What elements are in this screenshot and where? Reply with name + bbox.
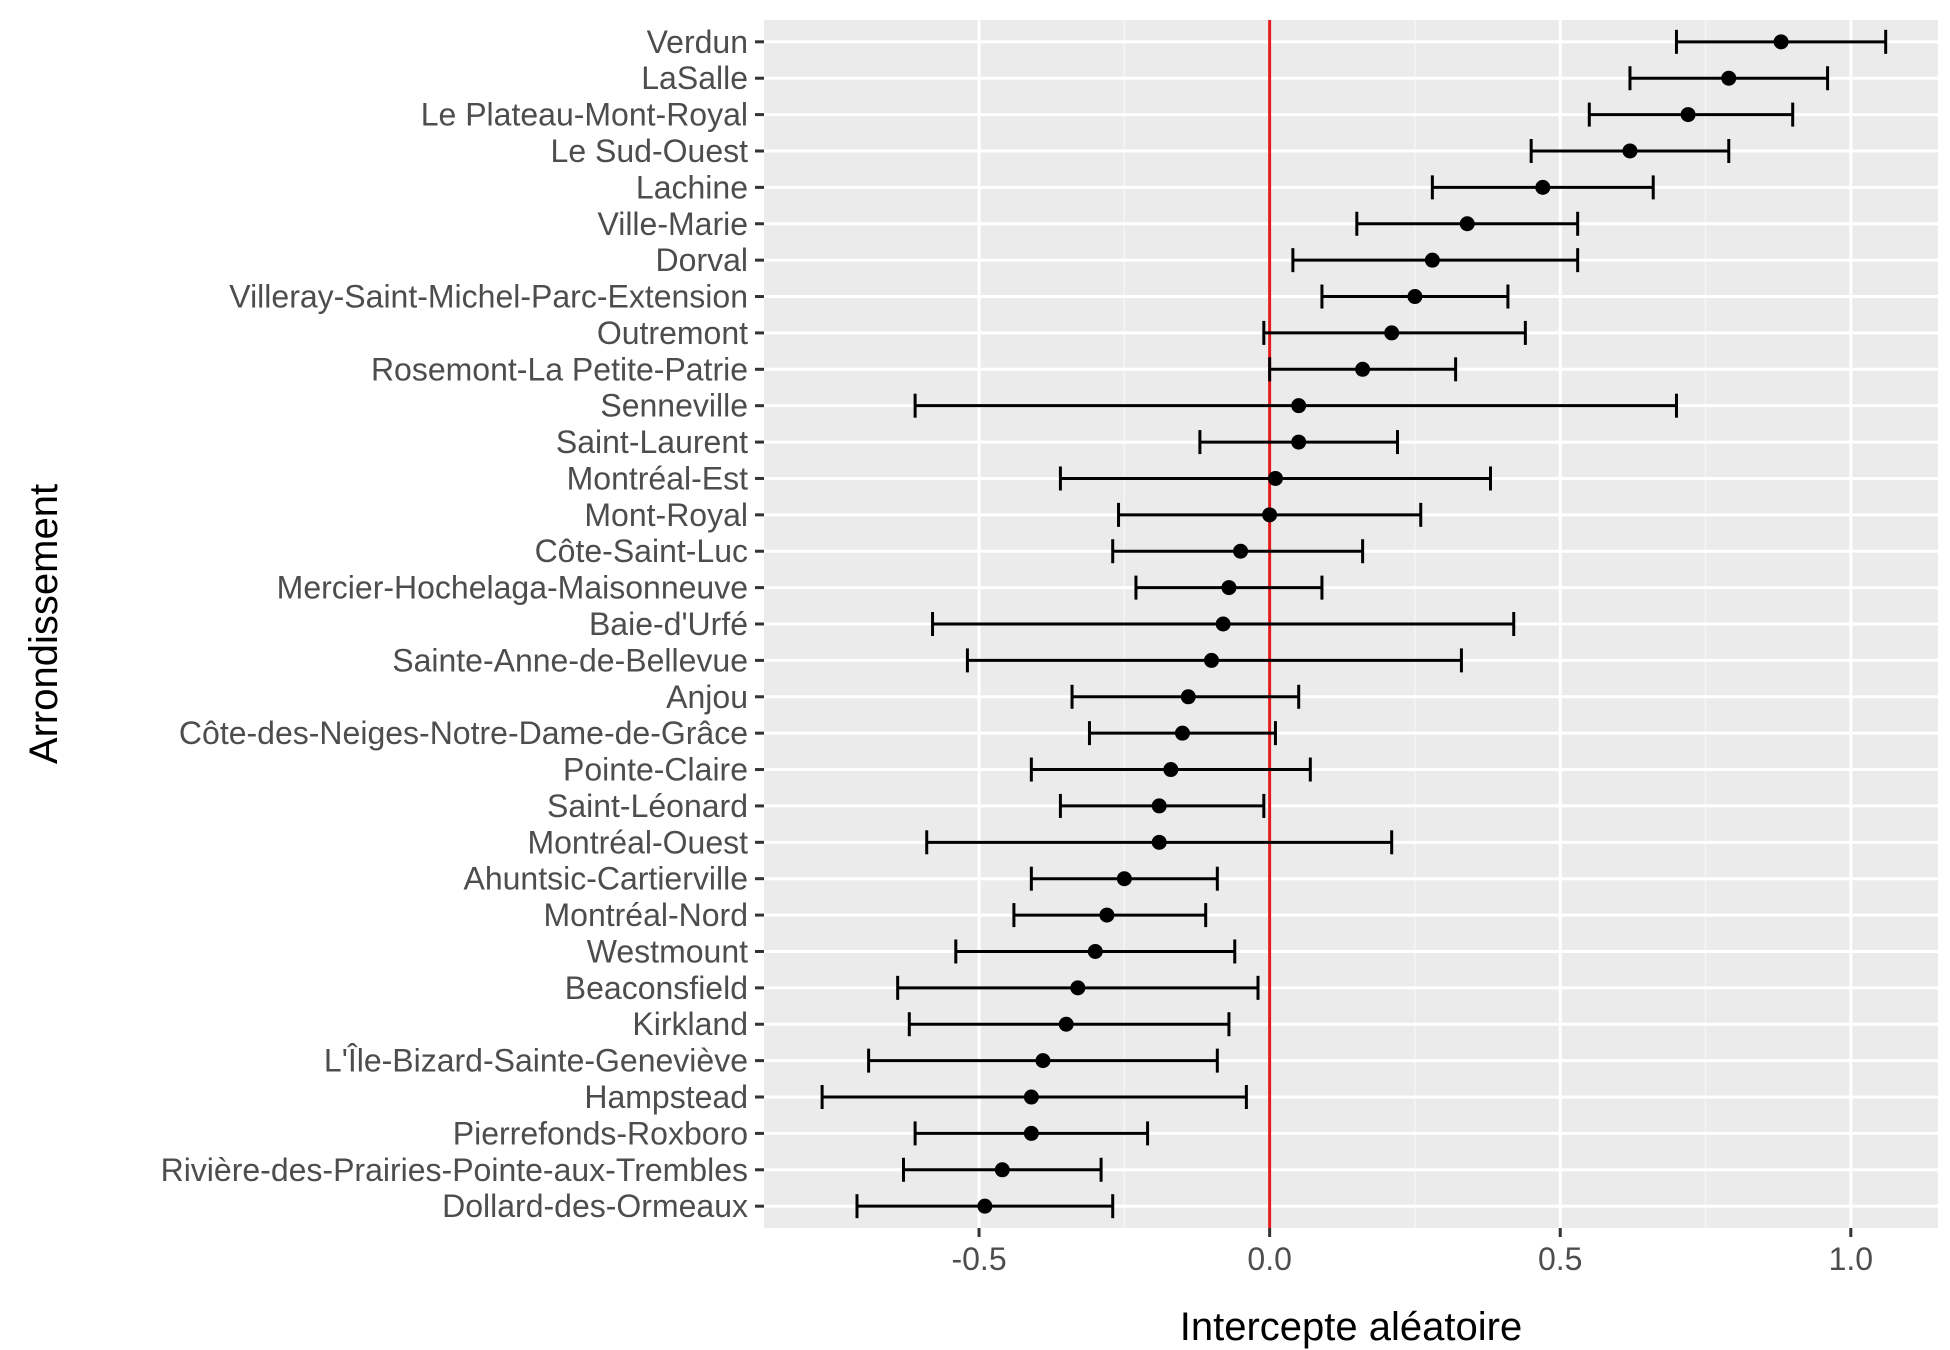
data-point — [1407, 289, 1423, 305]
y-tick-label: Sainte-Anne-de-Bellevue — [392, 642, 748, 678]
data-point — [1023, 1089, 1039, 1105]
y-tick-label: Outremont — [597, 315, 748, 351]
y-tick-label: Westmount — [587, 933, 748, 969]
data-point — [1773, 34, 1789, 50]
data-point — [1204, 652, 1220, 668]
y-tick-label: Pointe-Claire — [563, 752, 748, 788]
y-tick-label: Anjou — [666, 679, 748, 715]
y-tick-label: Senneville — [600, 388, 748, 424]
data-point — [1355, 361, 1371, 377]
x-axis-title: Intercepte aléatoire — [1180, 1305, 1522, 1349]
y-tick-label: Mercier-Hochelaga-Maisonneuve — [277, 570, 748, 606]
data-point — [1262, 507, 1278, 523]
y-tick-label: Montréal-Nord — [543, 897, 748, 933]
y-tick-label: Dollard-des-Ormeaux — [442, 1188, 748, 1224]
y-tick-label: Côte-Saint-Luc — [535, 533, 748, 569]
y-tick-label: Montréal-Ouest — [527, 824, 748, 860]
y-tick-label: Saint-Léonard — [547, 788, 748, 824]
x-tick-label: 1.0 — [1829, 1241, 1873, 1277]
y-tick-label: Dorval — [656, 242, 748, 278]
data-point — [1163, 762, 1179, 778]
y-tick-label: Hampstead — [584, 1079, 748, 1115]
y-tick-label: LaSalle — [641, 60, 748, 96]
data-point — [1070, 980, 1086, 996]
data-point — [1180, 689, 1196, 705]
data-point — [1291, 398, 1307, 414]
y-tick-label: Mont-Royal — [584, 497, 748, 533]
y-tick-label: Rosemont-La Petite-Patrie — [371, 351, 748, 387]
y-tick-label: Le Sud-Ouest — [551, 133, 749, 169]
data-point — [1384, 325, 1400, 341]
data-point — [1459, 216, 1475, 232]
y-tick-label: Beaconsfield — [565, 970, 748, 1006]
data-point — [1215, 616, 1231, 632]
y-tick-label: Baie-d'Urfé — [589, 606, 748, 642]
data-point — [1291, 434, 1307, 450]
data-point — [1087, 943, 1103, 959]
y-tick-label: L'Île-Bizard-Sainte-Geneviève — [324, 1043, 748, 1079]
y-tick-label: Ahuntsic-Cartierville — [463, 861, 748, 897]
data-point — [1035, 1053, 1051, 1069]
y-tick-label: Verdun — [647, 24, 748, 60]
data-point — [994, 1162, 1010, 1178]
data-point — [1267, 470, 1283, 486]
y-tick-label: Côte-des-Neiges-Notre-Dame-de-Grâce — [179, 715, 748, 751]
data-point — [977, 1198, 993, 1214]
x-tick-label: -0.5 — [951, 1241, 1006, 1277]
data-point — [1233, 543, 1249, 559]
x-axis-labels: -0.5 0.0 0.5 1.0 — [951, 1241, 1873, 1277]
y-tick-label: Ville-Marie — [597, 206, 748, 242]
data-point — [1424, 252, 1440, 268]
x-tick-label: 0.5 — [1538, 1241, 1582, 1277]
y-tick-label: Rivière-des-Prairies-Pointe-aux-Trembles — [161, 1152, 748, 1188]
y-tick-label: Lachine — [636, 169, 748, 205]
x-axis-ticks — [977, 1228, 1853, 1237]
data-point — [1221, 580, 1237, 596]
data-point — [1058, 1016, 1074, 1032]
data-point — [1622, 143, 1638, 159]
data-point — [1535, 179, 1551, 195]
points — [977, 34, 1789, 1214]
y-tick-label: Kirkland — [632, 1006, 748, 1042]
data-point — [1151, 834, 1167, 850]
y-axis-title: Arrondissement — [22, 484, 66, 764]
data-point — [1023, 1125, 1039, 1141]
data-point — [1151, 798, 1167, 814]
data-point — [1099, 907, 1115, 923]
y-tick-label: Le Plateau-Mont-Royal — [421, 97, 748, 133]
y-tick-label: Saint-Laurent — [556, 424, 748, 460]
data-point — [1116, 871, 1132, 887]
y-tick-label: Pierrefonds-Roxboro — [453, 1115, 748, 1151]
y-tick-label: Montréal-Est — [567, 460, 749, 496]
y-tick-label: Villeray-Saint-Michel-Parc-Extension — [229, 279, 748, 315]
data-point — [1721, 70, 1737, 86]
y-axis-ticks — [755, 40, 764, 1208]
data-point — [1680, 107, 1696, 123]
x-tick-label: 0.0 — [1247, 1241, 1291, 1277]
data-point — [1174, 725, 1190, 741]
